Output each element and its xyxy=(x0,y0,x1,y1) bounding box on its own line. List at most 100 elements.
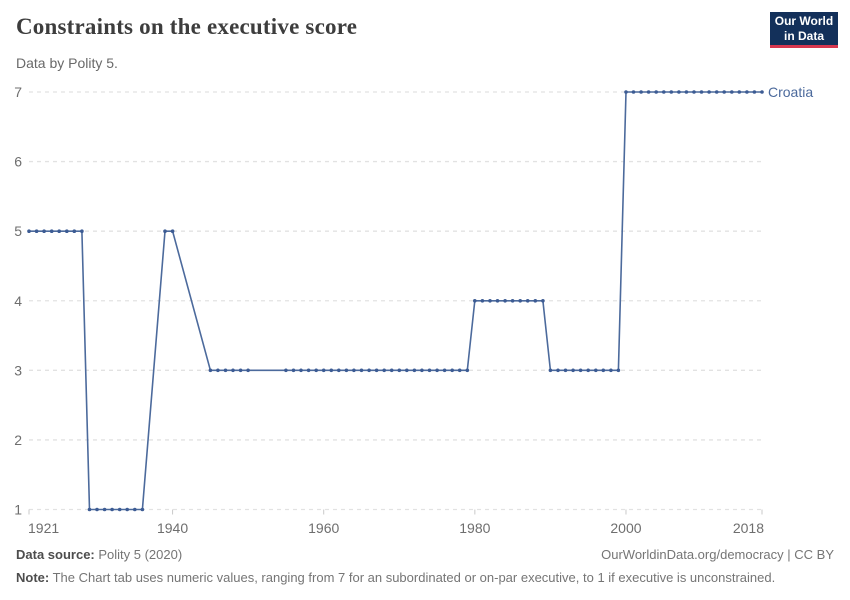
x-axis-tick-label: 1921 xyxy=(28,520,59,536)
data-point xyxy=(359,368,364,373)
owid-logo-line2: in Data xyxy=(783,28,824,43)
data-point xyxy=(344,368,349,373)
data-point xyxy=(692,90,696,94)
data-point xyxy=(654,90,658,94)
croatia-data-line xyxy=(28,91,763,511)
data-point xyxy=(465,368,470,373)
data-point xyxy=(442,368,447,373)
data-point xyxy=(752,90,757,94)
data-point xyxy=(503,299,507,303)
data-point xyxy=(662,90,666,94)
y-axis-tick-label: 2 xyxy=(14,432,22,448)
data-point xyxy=(291,368,296,373)
data-point xyxy=(427,368,432,373)
data-point xyxy=(329,368,334,373)
data-point xyxy=(488,299,492,303)
data-point xyxy=(541,299,545,303)
data-point xyxy=(624,90,628,94)
y-axis-tick-label: 6 xyxy=(14,154,22,170)
data-point xyxy=(367,368,371,373)
data-point xyxy=(563,368,568,373)
data-point xyxy=(65,229,69,233)
license-link[interactable]: OurWorldinData.org/democracy | CC BY xyxy=(601,547,834,562)
data-point xyxy=(533,299,538,303)
data-point xyxy=(450,368,455,373)
data-point xyxy=(495,299,500,303)
data-point xyxy=(609,368,613,373)
data-point xyxy=(231,368,235,373)
data-point xyxy=(57,229,61,233)
data-point xyxy=(594,368,598,373)
data-point xyxy=(510,299,515,303)
footer-source-line: Data source: Polity 5 (2020) OurWorldinD… xyxy=(16,547,834,562)
data-point xyxy=(397,368,402,373)
data-point xyxy=(525,299,530,303)
data-point xyxy=(631,90,636,94)
source-label: Data source: xyxy=(16,547,95,562)
source-value: Polity 5 (2020) xyxy=(94,547,183,562)
data-point xyxy=(133,507,137,512)
data-point xyxy=(208,368,213,373)
data-point xyxy=(163,229,167,233)
note-value: The Chart tab uses numeric values, rangi… xyxy=(49,570,776,585)
data-point xyxy=(87,507,92,512)
line-chart-plot[interactable]: 1 2 3 4 5 6 7 1921 1940 1960 1980 2000 2018 Croatia xyxy=(0,78,850,540)
data-point xyxy=(27,229,31,233)
data-point xyxy=(578,368,583,373)
data-point xyxy=(321,368,326,373)
y-axis-tick-label: 3 xyxy=(14,362,22,378)
y-axis-tick-label: 5 xyxy=(14,223,22,239)
data-point xyxy=(382,368,387,373)
data-point xyxy=(80,229,84,233)
data-point xyxy=(745,90,749,94)
data-point xyxy=(299,368,303,373)
x-axis-tick-label: 2000 xyxy=(610,520,641,536)
data-point xyxy=(639,90,643,94)
x-axis-tick-label: 1940 xyxy=(157,520,188,536)
footer-note-line: Note: The Chart tab uses numeric values,… xyxy=(16,570,834,585)
y-axis-tick-label: 7 xyxy=(14,84,22,100)
data-point xyxy=(238,368,243,373)
chart-subtitle: Data by Polity 5. xyxy=(16,55,118,71)
data-point xyxy=(586,368,590,373)
data-point xyxy=(669,90,674,94)
data-point xyxy=(49,229,54,233)
x-axis-tick-label: 1960 xyxy=(308,520,339,536)
data-point xyxy=(374,368,379,373)
data-point xyxy=(737,90,742,94)
data-point xyxy=(518,299,522,303)
data-point xyxy=(556,368,560,373)
x-axis-tick-label: 1980 xyxy=(459,520,490,536)
data-point xyxy=(72,229,77,233)
owid-logo-line1: Our World xyxy=(774,14,834,29)
data-point xyxy=(571,368,575,373)
data-point xyxy=(548,368,553,373)
data-point xyxy=(730,90,734,94)
data-point xyxy=(95,507,99,512)
data-point xyxy=(420,368,424,373)
data-point xyxy=(110,507,114,512)
y-axis-tick-label: 4 xyxy=(14,293,22,309)
data-point xyxy=(699,90,704,94)
series-label-croatia: Croatia xyxy=(768,84,813,100)
x-axis-tick-label: 2018 xyxy=(733,520,764,536)
data-point xyxy=(284,368,288,373)
data-point xyxy=(246,368,250,373)
data-point xyxy=(646,90,651,94)
data-point xyxy=(405,368,409,373)
data-point xyxy=(216,368,220,373)
data-point xyxy=(412,368,417,373)
data-point xyxy=(337,368,341,373)
data-point xyxy=(140,507,145,512)
data-point xyxy=(616,368,621,373)
data-point xyxy=(473,299,477,303)
data-point xyxy=(306,368,311,373)
data-point xyxy=(457,368,462,373)
page-title: Constraints on the executive score xyxy=(16,14,358,39)
data-point xyxy=(170,229,175,233)
note-label: Note: xyxy=(16,570,50,585)
data-point xyxy=(714,90,719,94)
owid-logo[interactable]: Our World in Data xyxy=(770,12,838,48)
data-point xyxy=(42,229,46,233)
data-point xyxy=(677,90,681,94)
